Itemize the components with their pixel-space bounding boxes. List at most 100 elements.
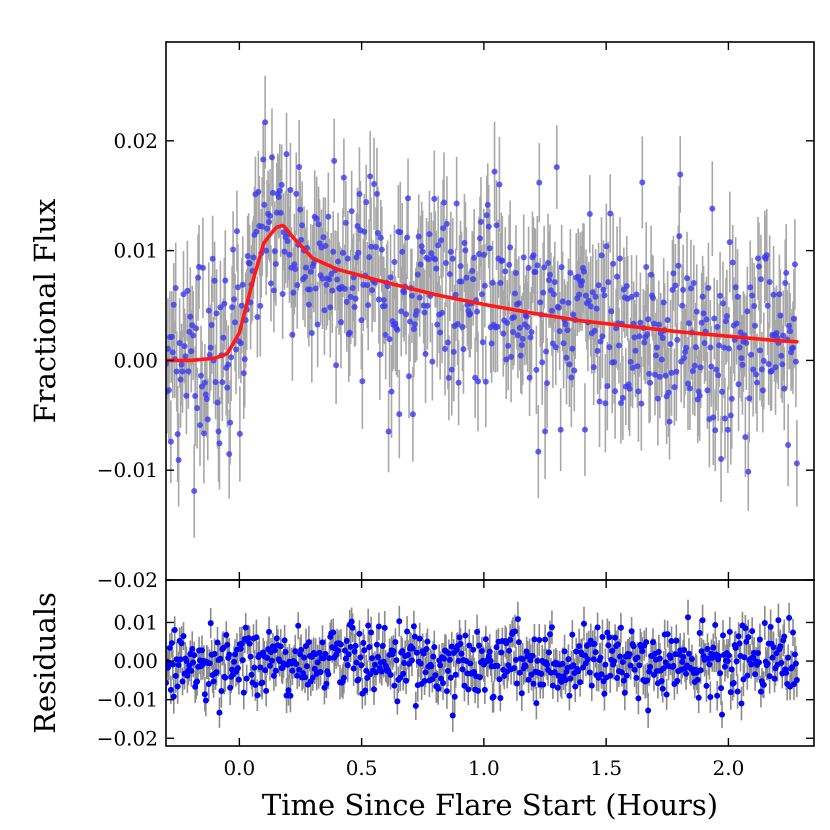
main-data-point [763, 252, 770, 259]
main-y-tick-label: 0.02 [113, 129, 158, 153]
main-data-point [184, 287, 191, 294]
main-data-point [429, 358, 436, 365]
x-tick-label: 1.5 [590, 756, 622, 780]
main-data-point [261, 201, 268, 208]
main-data-point [391, 258, 398, 265]
residual-data-point [597, 654, 604, 661]
residual-data-point [720, 632, 727, 639]
residual-data-point [733, 658, 740, 665]
main-data-point [668, 369, 675, 376]
residual-data-point [789, 629, 796, 636]
main-data-point [518, 342, 525, 349]
residual-data-point [240, 689, 247, 696]
main-data-point [571, 367, 578, 374]
main-data-point [276, 187, 283, 194]
main-data-point [592, 293, 599, 300]
main-data-point [519, 335, 526, 342]
residual-data-point [647, 663, 654, 670]
residual-data-point [432, 672, 439, 679]
main-data-point [334, 276, 341, 283]
residual-data-point [707, 694, 714, 701]
main-data-point [660, 299, 667, 306]
main-data-point [286, 251, 293, 258]
residual-data-point [223, 632, 230, 639]
residual-data-point [445, 650, 452, 657]
main-data-point [560, 340, 567, 347]
residual-data-point [462, 632, 469, 639]
residual-data-point [503, 640, 510, 647]
residual-data-point [643, 639, 650, 646]
main-data-point [187, 313, 194, 320]
residual-data-point [590, 656, 597, 663]
main-data-point [681, 354, 688, 361]
residual-data-point [679, 658, 686, 665]
main-data-point [476, 235, 483, 242]
main-data-point [714, 323, 721, 330]
main-data-point [677, 171, 684, 178]
residual-data-point [210, 678, 217, 685]
main-data-point [493, 222, 500, 229]
residual-data-point [736, 640, 743, 647]
residual-data-point [685, 650, 692, 657]
residual-data-point [490, 693, 497, 700]
residual-data-point [347, 643, 354, 650]
residual-data-point [216, 709, 223, 716]
residual-data-point [201, 691, 208, 698]
main-data-point [684, 275, 691, 282]
main-data-point [440, 225, 447, 232]
residual-data-point [344, 662, 351, 669]
main-data-point [222, 277, 229, 284]
residual-data-point [282, 649, 289, 656]
main-data-point [585, 297, 592, 304]
main-data-point [635, 388, 642, 395]
main-data-point [231, 296, 238, 303]
residual-data-point [405, 651, 412, 658]
residual-data-point [712, 621, 719, 628]
residual-data-point [540, 681, 547, 688]
main-data-point [765, 360, 772, 367]
residual-data-point [633, 674, 640, 681]
residual-data-point [623, 672, 630, 679]
main-data-point [289, 331, 296, 338]
main-data-point [279, 290, 286, 297]
main-data-point [281, 248, 288, 255]
main-data-point [568, 374, 575, 381]
main-data-point [725, 345, 732, 352]
main-data-point [708, 363, 715, 370]
residual-data-point [441, 655, 448, 662]
residual-data-point [403, 677, 410, 684]
main-data-point [272, 261, 279, 268]
main-data-point [439, 309, 446, 316]
residual-data-point [428, 663, 435, 670]
main-data-point [497, 279, 504, 286]
main-data-point [647, 379, 654, 386]
residual-data-point [289, 667, 296, 674]
residual-data-point [630, 643, 637, 650]
residual-data-point [412, 702, 419, 709]
residual-data-point [786, 614, 793, 621]
residual-data-point [745, 634, 752, 641]
residual-data-point [515, 639, 522, 646]
residual-data-point [366, 644, 373, 651]
residual-data-point [512, 656, 519, 663]
main-data-point [372, 243, 379, 250]
main-data-point [447, 248, 454, 255]
main-data-point [793, 460, 800, 467]
residual-data-point [536, 636, 543, 643]
main-data-point [399, 248, 406, 255]
residual-data-point [363, 667, 370, 674]
residual-data-point [340, 674, 347, 681]
main-data-point [398, 308, 405, 315]
main-data-point [705, 284, 712, 291]
main-data-point [422, 351, 429, 358]
residual-data-point [440, 680, 447, 687]
main-data-point [337, 319, 344, 326]
residual-data-point [302, 674, 309, 681]
main-data-point [530, 252, 537, 259]
main-data-point [589, 289, 596, 296]
main-data-point [733, 320, 740, 327]
residual-data-point [754, 650, 761, 657]
residual-data-point [770, 644, 777, 651]
residual-data-point [542, 636, 549, 643]
